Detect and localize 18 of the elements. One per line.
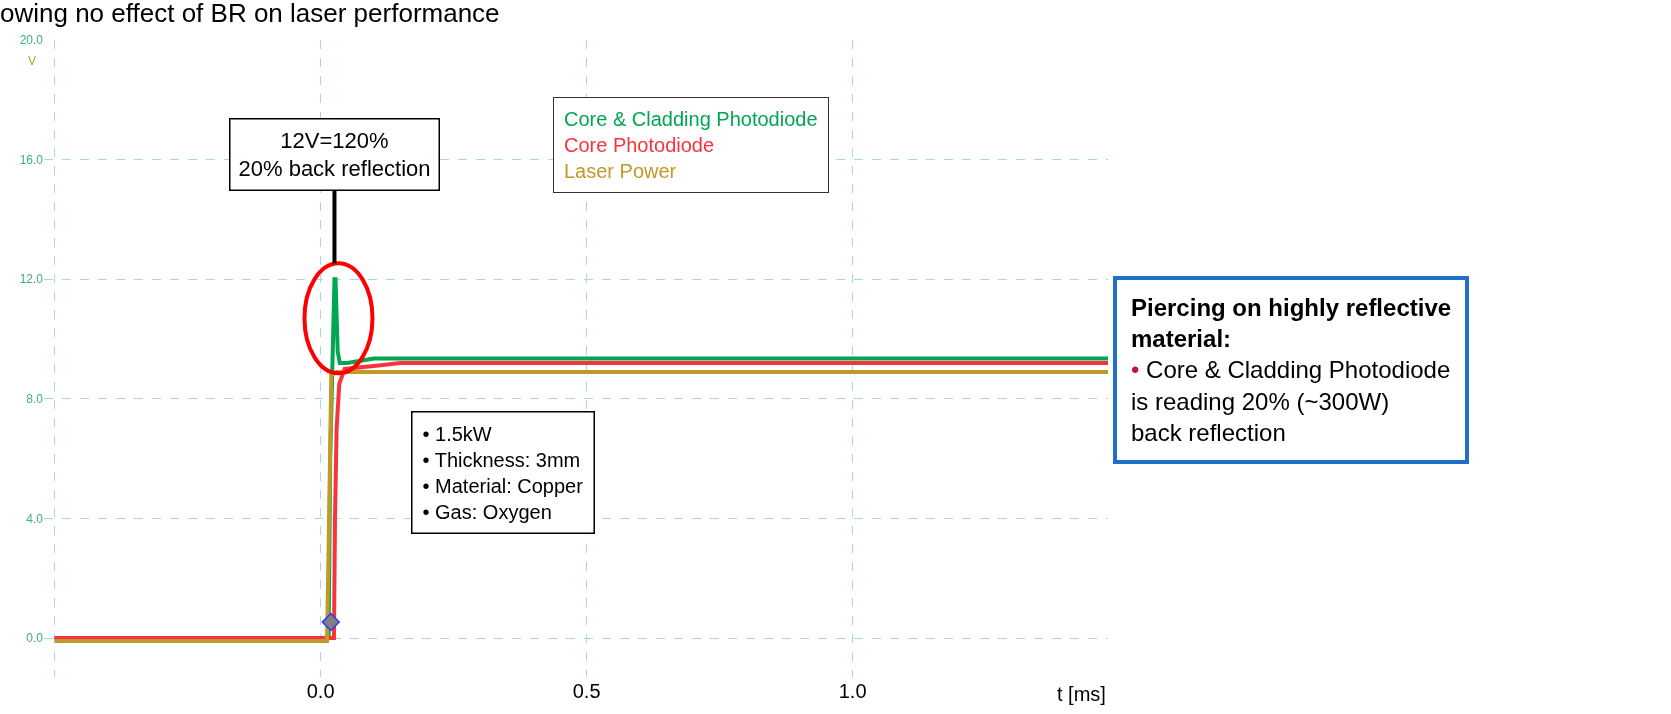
text: Core & Cladding Photodiode: [564, 108, 818, 130]
y-tick-label: 20.0: [19, 33, 44, 48]
annotation: • 1.5kW • Thickness: 3mm • Material: Copper • Gas: Oxygen: [422, 422, 584, 523]
y-axis-title: V: [28, 54, 37, 68]
y-tick-label: 12.0: [19, 272, 44, 287]
y-tick-label: 4.0: [26, 511, 44, 526]
text: Laser Power: [564, 160, 677, 182]
y-tick-label: 16.0: [19, 152, 44, 167]
x-tick-label: 0.0: [306, 680, 335, 702]
y-tick-label: 8.0: [26, 392, 44, 407]
annotation: 12V=120% 20% back reflection: [238, 127, 431, 182]
x-tick-label: 1.0: [838, 680, 867, 702]
x-tick-label: 0.5: [572, 680, 601, 702]
text: Piercing on highly reflective material: • Core & Cladding Photodiode is reading 20% (~300W) back reflection: [1131, 294, 1452, 446]
x-axis-title: t [ms]: [1057, 683, 1106, 705]
y-tick-label: 0.0: [26, 631, 44, 646]
text: Core Photodiode: [564, 134, 715, 156]
chart-title: owing no effect of BR on laser performance: [0, 0, 500, 28]
